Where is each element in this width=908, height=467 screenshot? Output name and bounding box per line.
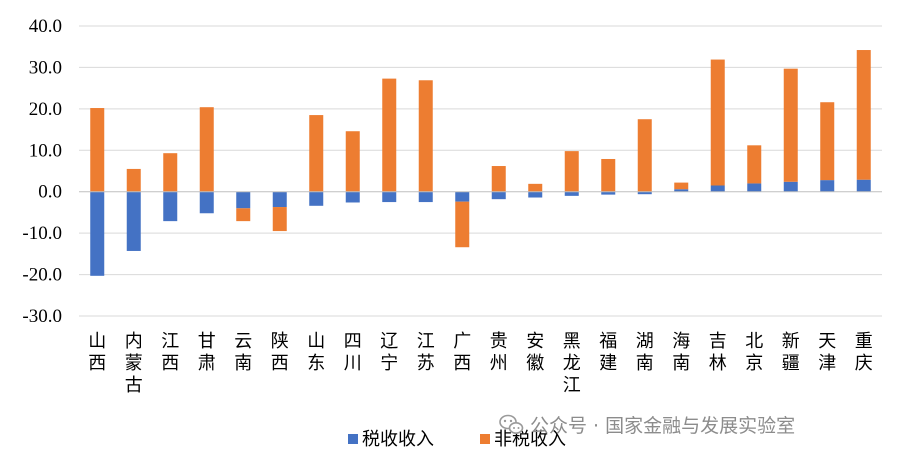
bar-non-tax-revenue [601, 158, 616, 192]
bar-tax-revenue [90, 191, 105, 276]
bar-tax-revenue [126, 191, 141, 251]
bar-non-tax-revenue [272, 207, 287, 232]
bar-tax-revenue [747, 183, 762, 192]
bar-tax-revenue [528, 191, 543, 198]
x-tick-label: 江苏 [417, 331, 435, 374]
x-tick-label: 内蒙古 [125, 331, 143, 396]
y-tick-label: -10.0 [22, 223, 62, 244]
bar-non-tax-revenue [163, 153, 178, 192]
bar-tax-revenue [820, 180, 835, 192]
x-tick-label: 辽宁 [380, 331, 398, 374]
bar-non-tax-revenue [528, 183, 543, 192]
x-tick-label: 新疆 [782, 331, 800, 374]
x-tick-label: 甘肃 [198, 331, 216, 374]
bar-non-tax-revenue [783, 68, 798, 182]
watermark-text: 公众号 · 国家金融与发展实验室 [530, 415, 795, 437]
bar-tax-revenue [382, 191, 397, 203]
y-tick-label: -30.0 [22, 306, 62, 327]
bar-tax-revenue [345, 191, 360, 203]
legend-swatch [348, 434, 358, 444]
x-tick-label: 湖南 [636, 331, 654, 374]
x-tick-label: 福建 [599, 331, 617, 374]
y-tick-label: 40.0 [29, 16, 62, 37]
x-tick-label: 北京 [745, 331, 763, 374]
legend-swatch [480, 434, 490, 444]
bar-non-tax-revenue [674, 182, 689, 190]
x-tick-label: 安徽 [526, 331, 544, 374]
x-tick-label: 山西 [88, 331, 106, 374]
y-axis-ticks: 40.0 30.0 20.0 10.0 0.0 -10.0 -20.0 -30.0 [22, 16, 62, 327]
bar-tax-revenue [418, 191, 433, 203]
bar-tax-revenue [601, 191, 616, 195]
bar-non-tax-revenue [309, 115, 324, 192]
bar-tax-revenue [163, 191, 178, 222]
x-tick-label: 重庆 [855, 331, 873, 374]
bar-tax-revenue [236, 191, 251, 209]
x-tick-label: 海南 [672, 331, 690, 374]
bar-tax-revenue [491, 191, 506, 200]
bar-tax-revenue [455, 191, 470, 202]
bar-tax-revenue [564, 191, 579, 196]
bar-non-tax-revenue [747, 145, 762, 184]
wechat-icon [499, 414, 524, 434]
bar-tax-revenue [674, 189, 689, 192]
bar-non-tax-revenue [345, 131, 360, 192]
bar-tax-revenue [710, 185, 725, 192]
y-tick-label: 10.0 [29, 140, 62, 161]
legend: 税收收入 非税收入 [348, 429, 566, 450]
x-tick-label: 山东 [307, 331, 325, 374]
x-tick-label: 吉林 [709, 331, 727, 374]
y-tick-label: -20.0 [22, 265, 62, 286]
bar-tax-revenue [272, 191, 287, 208]
y-tick-label: 20.0 [29, 99, 62, 120]
legend-label: 非税收入 [494, 429, 566, 450]
bar-non-tax-revenue [382, 78, 397, 192]
bar-non-tax-revenue [856, 50, 871, 180]
bar-non-tax-revenue [199, 107, 214, 192]
bar-non-tax-revenue [90, 108, 105, 192]
gridlines [79, 25, 882, 317]
x-tick-label: 云南 [234, 331, 252, 374]
x-tick-label: 江西 [161, 331, 179, 374]
bar-non-tax-revenue [491, 166, 506, 192]
x-tick-label: 陕西 [271, 331, 289, 374]
bar-non-tax-revenue [455, 201, 470, 248]
legend-label: 税收收入 [362, 429, 434, 450]
bar-non-tax-revenue [637, 119, 652, 192]
bar-tax-revenue [309, 191, 324, 206]
bar-tax-revenue [856, 179, 871, 192]
bar-non-tax-revenue [820, 102, 835, 181]
bar-non-tax-revenue [236, 208, 251, 222]
x-tick-label: 四川 [344, 331, 362, 374]
bar-tax-revenue [199, 191, 214, 214]
x-tick-label: 贵州 [490, 331, 508, 374]
bar-non-tax-revenue [564, 151, 579, 192]
bar-non-tax-revenue [126, 168, 141, 192]
bar-non-tax-revenue [710, 59, 725, 186]
y-tick-label: 30.0 [29, 57, 62, 78]
y-tick-label: 0.0 [38, 182, 62, 203]
x-tick-label: 黑龙江 [563, 331, 581, 396]
watermark: 公众号 · 国家金融与发展实验室 [499, 414, 795, 437]
x-tick-label: 广西 [453, 331, 471, 374]
bar-non-tax-revenue [418, 80, 433, 192]
bar-tax-revenue [637, 191, 652, 195]
x-tick-label: 天津 [818, 331, 836, 374]
bar-tax-revenue [783, 181, 798, 192]
bars [90, 50, 871, 276]
